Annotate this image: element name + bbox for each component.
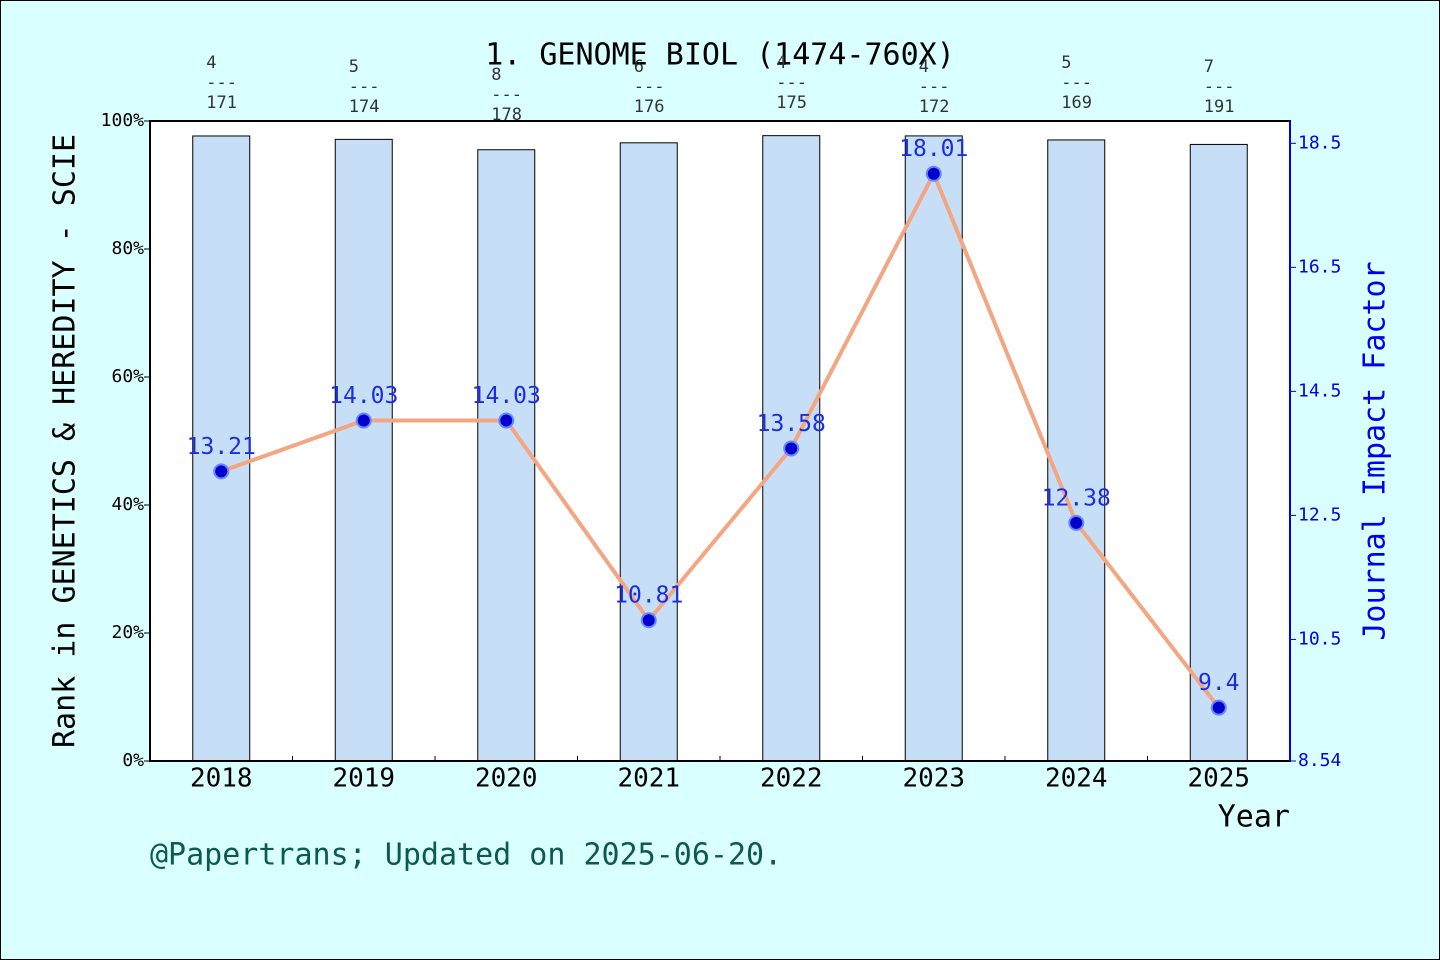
point	[640, 612, 657, 629]
x-tick-label: 2019	[332, 764, 395, 794]
point	[213, 463, 230, 480]
y2-tick-label: 16.5	[1298, 256, 1341, 277]
chart-title: 1. GENOME BIOL (1474-760X)	[485, 38, 955, 73]
rank-annotation: 4	[919, 57, 929, 77]
x-axis-label: Year	[1218, 800, 1290, 835]
rank-annotation: 6	[634, 57, 644, 77]
rank-annotation: 5	[349, 57, 359, 77]
rank-total: 172	[919, 97, 950, 117]
rank-separator: ---	[776, 73, 807, 93]
point	[1210, 699, 1227, 716]
value-label: 10.81	[614, 583, 683, 609]
rank-annotation: 7	[1204, 57, 1214, 77]
value-label: 14.03	[472, 383, 541, 409]
point	[783, 440, 800, 457]
plot-area	[150, 121, 1290, 761]
rank-separator: ---	[349, 77, 380, 97]
value-label: 12.38	[1042, 485, 1111, 511]
value-label: 18.01	[899, 136, 968, 162]
point	[498, 412, 515, 429]
bar	[904, 135, 963, 762]
rank-separator: ---	[919, 77, 950, 97]
y2-tick-label: 14.5	[1298, 380, 1341, 401]
bar	[477, 149, 536, 762]
rank-separator: ---	[634, 77, 665, 97]
rank-total: 174	[349, 97, 380, 117]
y2-axis-label: Journal Impact Factor	[1358, 261, 1393, 640]
point	[1068, 514, 1085, 531]
rank-total: 169	[1061, 93, 1092, 113]
value-label: 13.21	[187, 434, 256, 460]
y-tick-label: 80%	[111, 238, 144, 259]
bar	[1047, 139, 1106, 762]
rank-total: 176	[634, 97, 665, 117]
rank-total: 171	[206, 93, 237, 113]
bar	[1189, 143, 1248, 762]
rank-separator: ---	[1204, 77, 1235, 97]
y-tick-label: 20%	[111, 622, 144, 643]
x-tick-label: 2025	[1187, 764, 1250, 794]
y2-tick-label: 12.5	[1298, 504, 1341, 525]
rank-annotation: 4	[206, 53, 216, 73]
x-tick-label: 2023	[902, 764, 965, 794]
rank-annotation: 5	[1061, 53, 1071, 73]
y2-tick-label: 8.54	[1298, 750, 1341, 771]
y2-tick-label: 18.5	[1298, 132, 1341, 153]
value-label: 14.03	[329, 383, 398, 409]
y-tick-label: 40%	[111, 494, 144, 515]
point	[925, 165, 942, 182]
x-tick-label: 2021	[617, 764, 680, 794]
y2-tick-label: 10.5	[1298, 628, 1341, 649]
y-tick-label: 100%	[101, 110, 145, 131]
point	[355, 412, 372, 429]
rank-separator: ---	[491, 85, 522, 105]
line	[220, 168, 1221, 709]
y-axis-label: Rank in GENETICS & HEREDITY - SCIE	[48, 134, 83, 748]
rank-separator: ---	[206, 73, 237, 93]
rank-total: 175	[776, 93, 807, 113]
rank-separator: ---	[1061, 73, 1092, 93]
value-label: 13.58	[757, 411, 826, 437]
rank-annotation: 8	[491, 65, 501, 85]
x-tick-label: 2024	[1045, 764, 1108, 794]
x-tick-label: 2022	[760, 764, 823, 794]
rank-total: 191	[1204, 97, 1235, 117]
bar	[619, 142, 678, 762]
footer-note: @Papertrans; Updated on 2025-06-20.	[150, 838, 782, 873]
y-tick-label: 60%	[111, 366, 144, 387]
x-tick-label: 2020	[475, 764, 538, 794]
bar	[334, 138, 393, 762]
rank-annotation: 4	[776, 53, 786, 73]
y-tick-label: 0%	[122, 750, 144, 771]
value-label: 9.4	[1198, 670, 1240, 696]
x-tick-label: 2018	[190, 764, 253, 794]
